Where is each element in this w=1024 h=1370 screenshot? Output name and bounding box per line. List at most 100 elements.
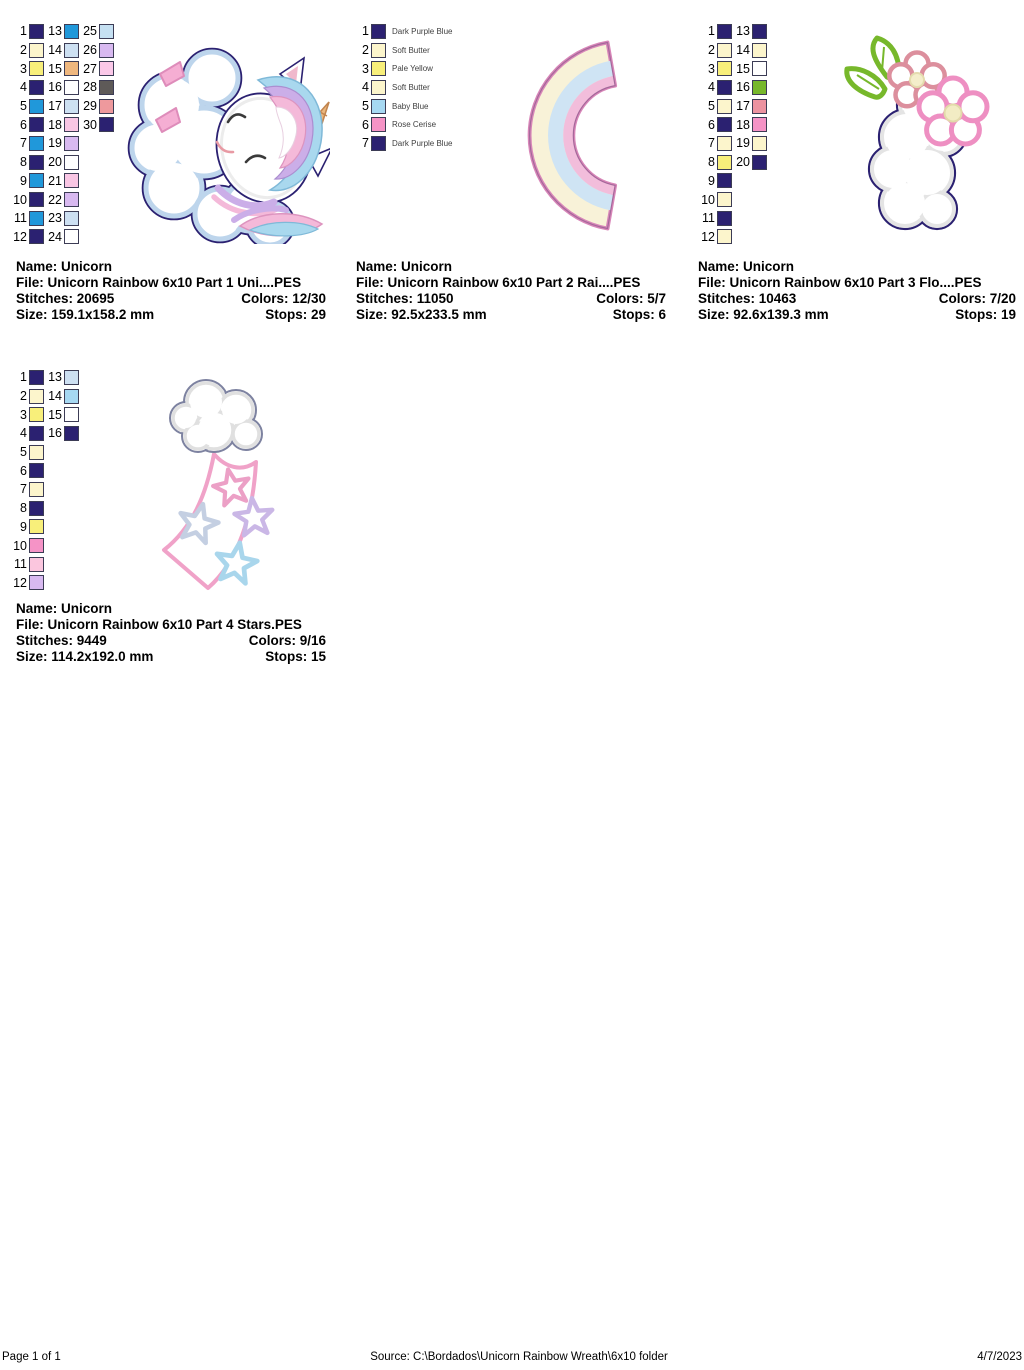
design-name-line: Name: Unicorn	[16, 601, 113, 616]
color-swatch	[64, 42, 79, 58]
color-swatch	[717, 98, 732, 114]
page-number: Page 1 of 1	[2, 1351, 61, 1363]
color-swatch	[371, 135, 386, 151]
star-pink	[211, 467, 251, 508]
color-palette: 1 2 3 4 5 6 7 8 9 10 11 12 13 14 15 16 17 18 19 20 21 22 23 24 2…	[10, 22, 114, 246]
unicorn-head	[211, 56, 330, 217]
color-number: 13	[48, 24, 62, 39]
color-swatch	[717, 61, 732, 77]
color-number: 10	[13, 192, 27, 207]
color-number: 22	[48, 192, 62, 207]
palette-entry: 2	[10, 387, 44, 406]
color-number: 19	[736, 136, 750, 151]
palette-entry: 21	[45, 172, 79, 191]
color-name-label: Baby Blue	[392, 101, 429, 111]
color-number: 7	[362, 136, 369, 151]
color-palette: 1 2 3 4 5 6 7 8 9 10 11 12 13 14 15 16 17 18 19 20	[698, 22, 767, 246]
color-number: 5	[362, 99, 369, 114]
color-swatch	[29, 519, 44, 535]
color-number: 8	[708, 155, 715, 170]
color-number: 9	[20, 519, 27, 534]
palette-entry: 17	[45, 97, 79, 116]
color-swatch	[752, 79, 767, 95]
color-number: 15	[736, 61, 750, 76]
color-swatch	[752, 154, 767, 170]
design-card-part4: 1 2 3 4 5 6 7 8 9 10 11 12 13 14 15 16 Name: Unicorn Fi…	[0, 340, 340, 675]
color-number: 1	[20, 370, 27, 385]
color-swatch	[99, 98, 114, 114]
color-swatch	[64, 117, 79, 133]
color-swatch	[64, 407, 79, 423]
color-number: 11	[702, 211, 715, 226]
design-size: Size: 92.5x233.5 mm	[356, 307, 487, 322]
color-number: 1	[708, 24, 715, 39]
color-number: 13	[736, 24, 750, 39]
palette-entry: 2	[698, 41, 732, 60]
color-swatch	[64, 98, 79, 114]
color-swatch	[64, 79, 79, 95]
palette-entry: 30	[80, 115, 114, 134]
palette-entry: 28	[80, 78, 114, 97]
palette-entry: 11	[10, 555, 44, 574]
color-number: 6	[20, 117, 27, 132]
color-number: 29	[83, 99, 97, 114]
design-name-line: Name: Unicorn	[698, 259, 795, 274]
palette-entry: 1	[10, 368, 44, 387]
palette-entry: 25	[80, 22, 114, 41]
color-swatch	[64, 229, 79, 245]
color-number: 30	[83, 117, 97, 132]
palette-entry: 13	[45, 22, 79, 41]
color-swatch	[64, 135, 79, 151]
color-number: 14	[48, 43, 62, 58]
color-swatch	[371, 42, 386, 58]
palette-entry: 9	[10, 518, 44, 537]
rainbow-arc-shape	[527, 40, 618, 231]
palette-entry: 14	[45, 387, 79, 406]
rainbow-band-blue	[548, 60, 614, 211]
color-number: 2	[708, 43, 715, 58]
palette-entry: 6	[10, 461, 44, 480]
palette-entry: 9	[10, 172, 44, 191]
unicorn-hooves	[155, 61, 185, 133]
palette-entry: 16	[45, 424, 79, 443]
color-number: 19	[48, 136, 62, 151]
design-file-line: File: Unicorn Rainbow 6x10 Part 4 Stars.…	[16, 617, 302, 632]
color-number: 6	[362, 117, 369, 132]
color-swatch	[371, 117, 386, 133]
color-number: 10	[701, 192, 715, 207]
design-file-line: File: Unicorn Rainbow 6x10 Part 2 Rai...…	[356, 275, 641, 290]
color-number: 12	[13, 229, 27, 244]
color-swatch	[64, 23, 79, 39]
palette-entry: 14	[733, 41, 767, 60]
palette-entry: 27	[80, 59, 114, 78]
color-swatch	[752, 23, 767, 39]
stop-count: Stops: 29	[265, 307, 326, 322]
color-swatch	[29, 98, 44, 114]
design-size: Size: 159.1x158.2 mm	[16, 307, 155, 322]
color-swatch	[371, 61, 386, 77]
color-swatch	[717, 42, 732, 58]
color-number: 2	[20, 43, 27, 58]
color-swatch	[29, 42, 44, 58]
palette-entry: 8	[10, 153, 44, 172]
palette-entry: 12	[10, 574, 44, 593]
color-swatch	[752, 42, 767, 58]
color-number: 3	[20, 61, 27, 76]
color-number: 11	[14, 557, 27, 572]
color-swatch	[29, 61, 44, 77]
palette-entry: 26	[80, 41, 114, 60]
color-name-label: Pale Yellow	[392, 64, 433, 74]
design-name-line: Name: Unicorn	[16, 259, 113, 274]
design-name-line: Name: Unicorn	[356, 259, 453, 274]
design-size: Size: 92.6x139.3 mm	[698, 307, 829, 322]
color-swatch	[717, 173, 732, 189]
stitch-count: Stitches: 20695	[16, 291, 115, 306]
color-swatch	[29, 23, 44, 39]
color-number: 8	[20, 155, 27, 170]
palette-entry: 1	[698, 22, 732, 41]
color-number: 23	[48, 211, 62, 226]
color-number: 28	[83, 80, 97, 95]
color-number: 4	[708, 80, 715, 95]
palette-entry: 6	[10, 115, 44, 134]
